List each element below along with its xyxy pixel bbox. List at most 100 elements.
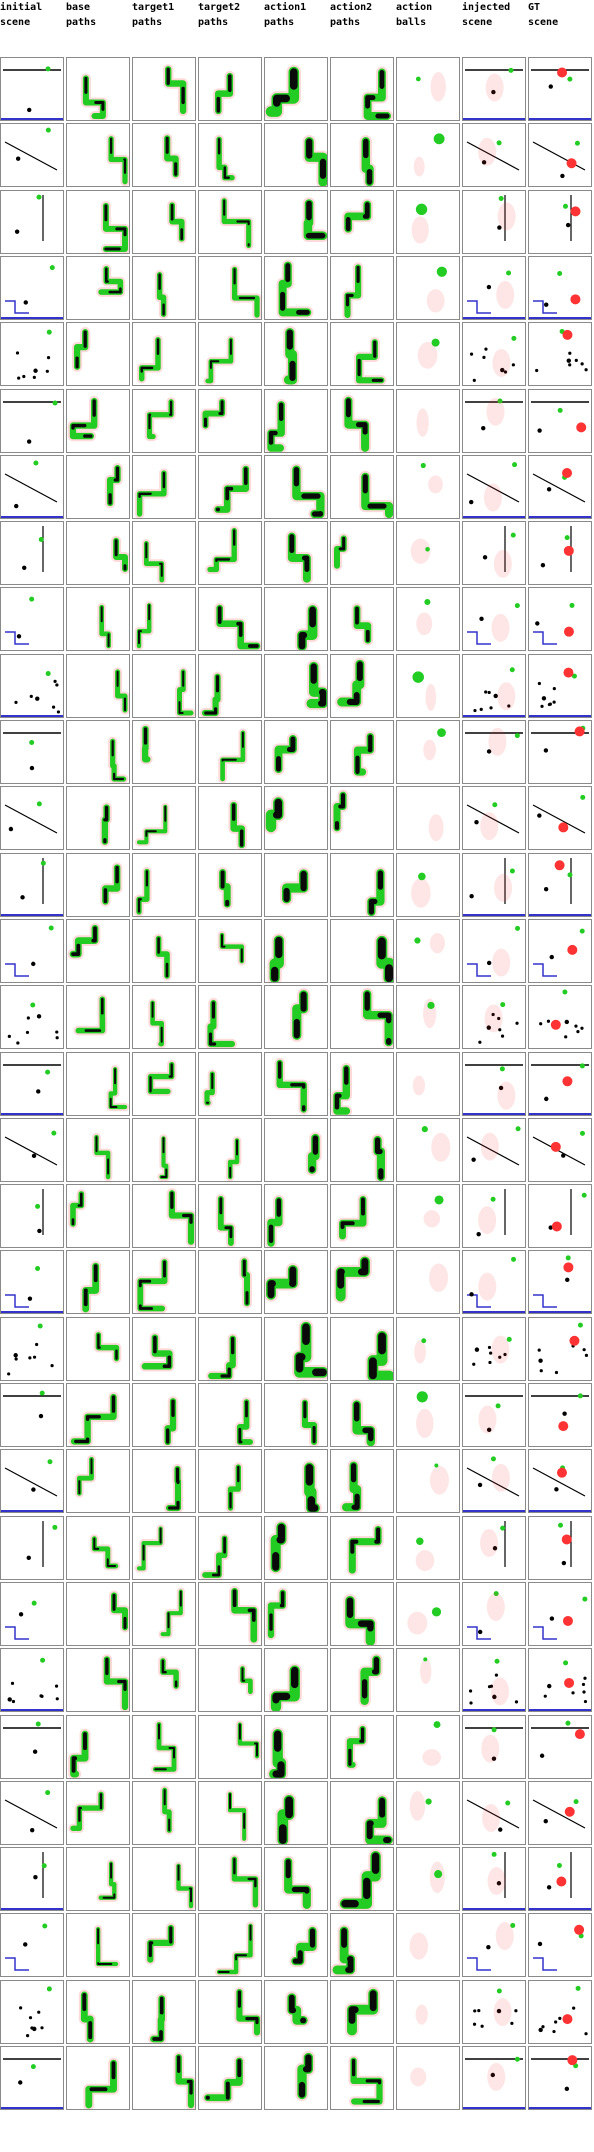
- initial-thumbnail: [35, 1189, 44, 1235]
- cell-initial-row-28: [0, 1847, 64, 1911]
- action1-thumbnail: [268, 1520, 289, 1575]
- target1-thumbnail: [145, 1059, 177, 1097]
- balls-thumbnail: [410, 538, 431, 564]
- cell-target2-row-10: [198, 654, 262, 718]
- injected-thumbnail: [467, 1591, 505, 1640]
- action2-thumbnail: [350, 1398, 378, 1446]
- cell-target2-row-12: [198, 786, 262, 850]
- cell-injected-row-6: [462, 389, 526, 453]
- injected-thumbnail: [465, 1395, 523, 1434]
- action1-thumbnail: [302, 1460, 322, 1512]
- cell-action1-row-7: [264, 455, 328, 519]
- cell-initial-row-31: [0, 2046, 64, 2110]
- cell-injected-row-15: [462, 985, 526, 1049]
- gt-thumbnail: [532, 794, 586, 834]
- cell-balls-row-28: [396, 1847, 460, 1911]
- header-target2-paths: target2 paths: [198, 2, 241, 28]
- initial-thumbnail: [1, 265, 63, 319]
- cell-base-row-11: [66, 720, 130, 784]
- cell-action2-row-13: [330, 853, 394, 917]
- cell-injected-row-17: [462, 1118, 526, 1182]
- cell-action2-row-6: [330, 389, 394, 453]
- cell-base-row-30: [66, 1980, 130, 2044]
- cell-target2-row-16: [198, 1052, 262, 1116]
- cell-target1-row-17: [132, 1118, 196, 1182]
- cell-action2-row-1: [330, 57, 394, 121]
- cell-initial-row-16: [0, 1052, 64, 1116]
- target2-thumbnail: [229, 264, 261, 319]
- base-thumbnail: [68, 1391, 119, 1446]
- action1-thumbnail: [265, 1262, 300, 1302]
- cell-gt-row-18: [528, 1184, 592, 1248]
- action2-thumbnail: [371, 1133, 388, 1181]
- target2-thumbnail: [238, 1664, 255, 1697]
- cell-target1-row-13: [132, 853, 196, 917]
- cell-base-row-23: [66, 1516, 130, 1580]
- cell-balls-row-23: [396, 1516, 460, 1580]
- action1-thumbnail: [285, 530, 313, 584]
- cell-initial-row-24: [0, 1582, 64, 1646]
- cell-balls-row-26: [396, 1715, 460, 1779]
- action2-thumbnail: [361, 987, 393, 1048]
- injected-thumbnail: [467, 1922, 516, 1971]
- cell-action1-row-12: [264, 786, 328, 850]
- injected-thumbnail: [465, 397, 523, 431]
- cell-injected-row-1: [462, 57, 526, 121]
- cell-balls-row-7: [396, 455, 460, 519]
- gt-thumbnail: [529, 858, 591, 916]
- cell-balls-row-9: [396, 587, 460, 651]
- cell-action2-row-17: [330, 1118, 394, 1182]
- target2-thumbnail: [206, 1333, 238, 1380]
- cell-gt-row-26: [528, 1715, 592, 1779]
- action1-thumbnail: [289, 1924, 319, 1968]
- target1-thumbnail: [134, 802, 170, 847]
- column-header-row: initial scene base paths target1 paths t…: [0, 0, 594, 56]
- target2-thumbnail: [225, 1462, 243, 1512]
- cell-gt-row-29: [528, 1913, 592, 1977]
- cell-target1-row-6: [132, 389, 196, 453]
- cell-action1-row-4: [264, 256, 328, 320]
- cell-injected-row-30: [462, 1980, 526, 2044]
- cell-initial-row-13: [0, 853, 64, 917]
- balls-thumbnail: [407, 1607, 442, 1635]
- target1-thumbnail: [174, 667, 195, 717]
- cell-base-row-3: [66, 190, 130, 254]
- cell-action1-row-27: [264, 1781, 328, 1845]
- cell-action2-row-23: [330, 1516, 394, 1580]
- action1-thumbnail: [281, 326, 300, 385]
- initial-thumbnail: [1, 1852, 63, 1910]
- header-action1-paths: action1 paths: [264, 2, 307, 28]
- injected-thumbnail: [476, 1189, 506, 1237]
- gt-thumbnail: [529, 67, 591, 120]
- cell-base-row-8: [66, 521, 130, 585]
- cell-injected-row-3: [462, 190, 526, 254]
- cell-balls-row-3: [396, 190, 460, 254]
- action1-thumbnail: [295, 2050, 316, 2102]
- cell-gt-row-25: [528, 1648, 592, 1712]
- balls-thumbnail: [409, 1791, 432, 1821]
- gt-thumbnail: [529, 270, 591, 319]
- cell-balls-row-16: [396, 1052, 460, 1116]
- header-action-balls: action balls: [396, 2, 433, 28]
- gt-thumbnail: [532, 140, 586, 179]
- cell-gt-row-19: [528, 1250, 592, 1314]
- header-action2-paths: action2 paths: [330, 2, 373, 28]
- header-base-paths: base paths: [66, 2, 97, 28]
- cell-base-row-24: [66, 1582, 130, 1646]
- cell-injected-row-8: [462, 521, 526, 585]
- gt-thumbnail: [532, 1799, 586, 1829]
- balls-thumbnail: [421, 1126, 451, 1162]
- target1-thumbnail: [148, 998, 167, 1048]
- gt-thumbnail: [529, 1660, 591, 1711]
- balls-thumbnail: [414, 1338, 427, 1364]
- balls-thumbnail: [423, 998, 437, 1029]
- target2-thumbnail: [229, 1854, 261, 1910]
- gt-thumbnail: [539, 989, 584, 1039]
- cell-target2-row-23: [198, 1516, 262, 1580]
- injected-thumbnail: [463, 2056, 525, 2109]
- gt-thumbnail: [529, 1063, 591, 1115]
- target2-thumbnail: [212, 463, 252, 515]
- cell-injected-row-16: [462, 1052, 526, 1116]
- balls-thumbnail: [415, 1537, 435, 1572]
- target1-thumbnail: [134, 468, 169, 518]
